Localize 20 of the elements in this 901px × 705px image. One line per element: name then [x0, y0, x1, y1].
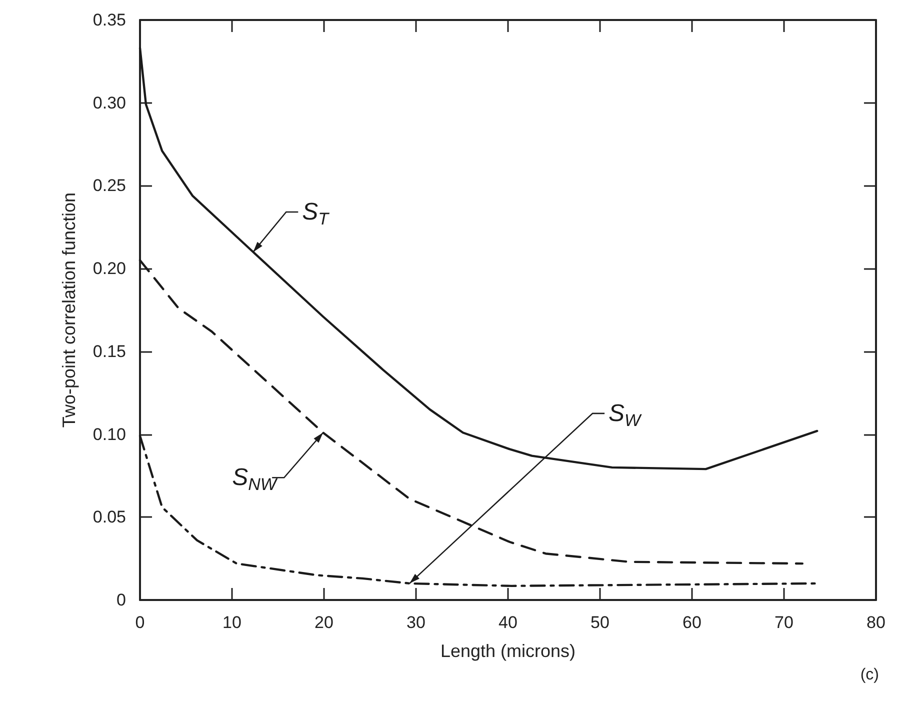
text: (c): [860, 666, 879, 684]
x-tick-label: 30: [406, 613, 426, 632]
x-tick-label: 80: [866, 613, 886, 632]
y-tick-label: 0.35: [92, 10, 126, 30]
x-tick-label: 50: [590, 613, 610, 632]
y-tick-label: 0: [116, 590, 126, 610]
x-tick-label: 60: [682, 613, 702, 632]
x-tick-label: 70: [774, 613, 794, 632]
y-tick-label: 0.15: [92, 342, 126, 361]
x-axis-title: Length (microns): [440, 641, 576, 661]
x-tick-label: 10: [222, 613, 242, 632]
y-tick-label: 0.30: [92, 93, 126, 112]
y-tick-label: 0.20: [92, 259, 126, 278]
x-tick-label: 20: [314, 613, 334, 632]
y-axis-title: Two-point correlation function: [59, 192, 79, 428]
y-tick-label: 0.10: [92, 424, 126, 444]
y-tick-label: 0.05: [92, 508, 126, 527]
x-tick-label: 40: [498, 613, 518, 632]
x-tick-label: 0: [135, 613, 145, 632]
y-tick-label: 0.25: [92, 176, 126, 196]
